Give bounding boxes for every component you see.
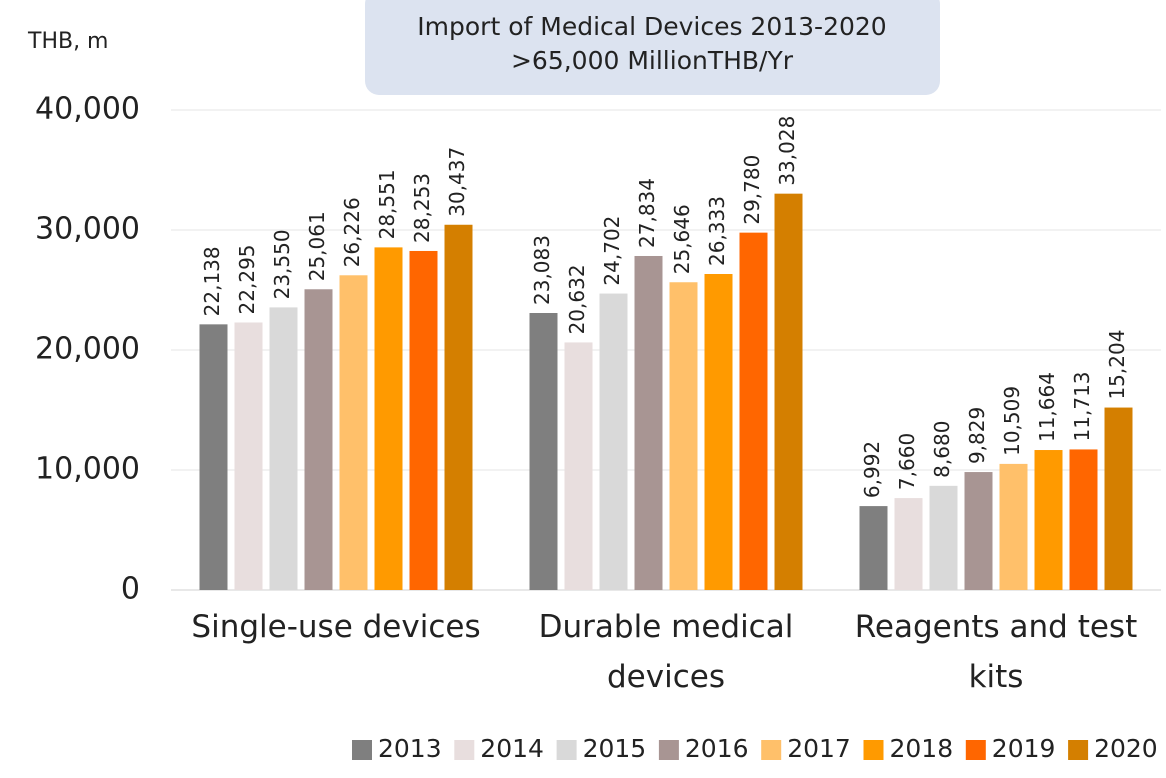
x-tick-label: Single-use devices: [191, 609, 481, 645]
y-tick-label: 30,000: [35, 212, 140, 247]
data-label: 22,138: [200, 246, 224, 316]
bar: [1104, 407, 1133, 590]
legend-swatch: [658, 740, 679, 760]
legend-swatch: [556, 740, 577, 760]
data-label: 25,646: [670, 204, 694, 274]
legend-swatch: [352, 740, 372, 760]
bar: [704, 274, 733, 590]
chart-title: Import of Medical Devices 2013-2020: [417, 12, 886, 41]
bar: [599, 293, 628, 590]
x-tick-label: Durable medical devices: [538, 609, 794, 695]
bar: [929, 485, 958, 590]
data-label: 33,028: [775, 116, 799, 186]
data-label: 22,295: [235, 244, 259, 314]
data-label: 26,226: [340, 197, 364, 267]
bar: [529, 313, 558, 590]
legend-label: 2020: [1094, 734, 1158, 763]
data-label: 15,204: [1105, 330, 1129, 400]
data-label: 10,509: [1000, 386, 1024, 456]
x-tick-label: Reagents and test kits: [854, 609, 1138, 695]
bar: [199, 324, 228, 590]
data-label: 11,664: [1035, 372, 1059, 442]
legend-label: 2017: [787, 734, 851, 763]
legend-label: 2016: [685, 734, 749, 763]
legend-label: 2014: [480, 734, 544, 763]
data-label: 11,713: [1070, 371, 1094, 441]
data-label: 29,780: [740, 155, 764, 225]
bar: [1069, 449, 1098, 590]
bar: [634, 255, 663, 590]
bar: [964, 472, 993, 590]
chart-subtitle: >65,000 MillionTHB/Yr: [511, 46, 794, 75]
bar: [564, 342, 593, 590]
y-tick-label: 0: [121, 572, 140, 607]
legend-swatch: [1068, 740, 1089, 760]
data-label: 30,437: [445, 147, 469, 217]
legend-label: 2015: [583, 734, 647, 763]
legend-swatch: [761, 740, 782, 760]
data-label: 6,992: [860, 441, 884, 498]
bar: [269, 307, 298, 590]
bar: [409, 250, 438, 591]
bar: [739, 232, 768, 590]
y-axis-label: THB, m: [27, 29, 109, 54]
bar: [859, 506, 888, 590]
data-label: 23,083: [530, 235, 554, 305]
bar: [304, 289, 333, 590]
bar: [669, 282, 698, 590]
data-label: 23,550: [270, 229, 294, 299]
data-label: 28,253: [410, 173, 434, 243]
data-label: 7,660: [895, 433, 919, 490]
data-label: 25,061: [305, 211, 329, 281]
bar: [894, 498, 923, 590]
title-box: [365, 0, 940, 95]
data-label: 8,680: [930, 421, 954, 478]
bar: [1034, 450, 1063, 590]
bar: [374, 247, 403, 590]
legend-label: 2018: [890, 734, 954, 763]
bar: [234, 322, 263, 590]
data-label: 28,551: [375, 169, 399, 239]
bar: [999, 463, 1028, 590]
y-tick-label: 10,000: [35, 452, 140, 487]
legend-swatch: [863, 740, 884, 760]
data-label: 27,834: [635, 178, 659, 248]
legend-swatch: [454, 740, 475, 760]
y-tick-label: 40,000: [35, 92, 140, 127]
legend-swatch: [965, 740, 986, 760]
bar: [774, 193, 803, 590]
y-tick-label: 20,000: [35, 332, 140, 367]
data-label: 9,829: [965, 407, 989, 464]
legend-label: 2013: [378, 734, 442, 763]
data-label: 24,702: [600, 216, 624, 286]
bar: [339, 275, 368, 590]
data-label: 26,333: [705, 196, 729, 266]
bar: [444, 224, 473, 591]
legend-label: 2019: [992, 734, 1056, 763]
data-label: 20,632: [565, 264, 589, 334]
